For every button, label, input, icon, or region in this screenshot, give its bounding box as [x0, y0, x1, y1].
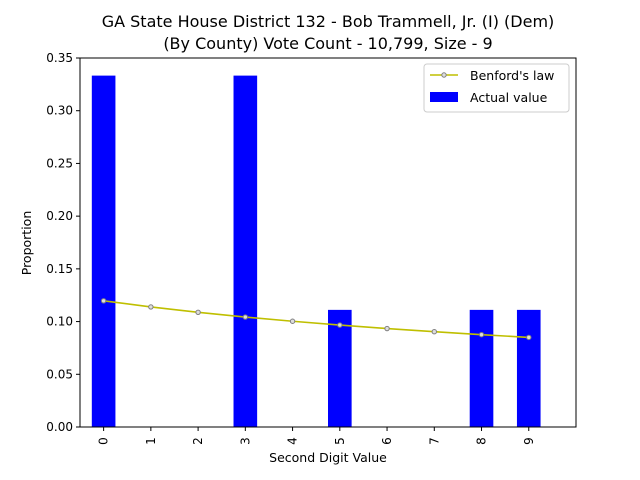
- y-axis-label: Proportion: [19, 211, 34, 276]
- y-tick-label: 0.05: [46, 367, 73, 381]
- legend: Benford's law Actual value: [423, 63, 570, 113]
- x-tick-label: 8: [475, 437, 489, 445]
- x-tick-label: 2: [191, 437, 205, 445]
- y-axis: 0.00 0.05 0.10 0.15 0.20 0.25 0.30 0.35: [46, 51, 80, 434]
- x-axis-label: Second Digit Value: [269, 450, 387, 465]
- benford-line-series: [100, 298, 532, 341]
- x-tick-label: 6: [380, 437, 394, 445]
- x-tick-label: 7: [427, 437, 441, 445]
- x-tick-label: 0: [97, 437, 111, 445]
- benford-point-8: [478, 331, 485, 338]
- x-tick-label: 3: [238, 437, 252, 445]
- legend-label-benford: Benford's law: [470, 68, 554, 83]
- bar-digit-3: [233, 75, 258, 428]
- benford-point-0: [100, 298, 107, 304]
- bar-digit-0: [91, 75, 116, 428]
- legend-line-marker: [441, 72, 447, 78]
- x-axis: 0 1 2 3 4 5 6 7 8 9: [97, 427, 536, 445]
- y-tick-label: 0.20: [46, 209, 73, 223]
- x-tick-label: 5: [333, 437, 347, 445]
- benford-point-3: [242, 314, 249, 320]
- benford-point-2: [195, 309, 201, 315]
- plot-frame: [79, 57, 577, 428]
- y-tick-label: 0.30: [46, 104, 73, 118]
- benford-point-4: [289, 318, 296, 324]
- chart-title-line-1: GA State House District 132 - Bob Tramme…: [102, 12, 555, 31]
- x-tick-label: 4: [286, 437, 300, 445]
- legend-bar-swatch: [430, 92, 458, 102]
- legend-label-actual: Actual value: [470, 90, 548, 105]
- benford-point-5: [337, 322, 343, 328]
- legend-box: [423, 63, 570, 113]
- benford-point-6: [384, 325, 390, 332]
- x-tick-label: 1: [144, 437, 158, 445]
- y-tick-label: 0.25: [46, 156, 73, 170]
- benford-line: [103, 300, 529, 339]
- y-tick-label: 0.10: [46, 315, 73, 329]
- benford-point-9: [526, 334, 532, 341]
- benford-point-1: [148, 304, 154, 310]
- bar-series: [91, 75, 541, 428]
- x-tick-label: 9: [522, 437, 536, 445]
- bar-digit-8: [469, 309, 494, 427]
- bar-digit-9: [516, 309, 541, 427]
- y-tick-label: 0.15: [46, 262, 73, 276]
- chart-title-line-2: (By County) Vote Count - 10,799, Size - …: [163, 34, 492, 53]
- bar-digit-5: [328, 309, 352, 427]
- y-tick-label: 0.00: [46, 420, 73, 434]
- benford-point-7: [431, 328, 437, 335]
- y-tick-label: 0.35: [46, 51, 73, 65]
